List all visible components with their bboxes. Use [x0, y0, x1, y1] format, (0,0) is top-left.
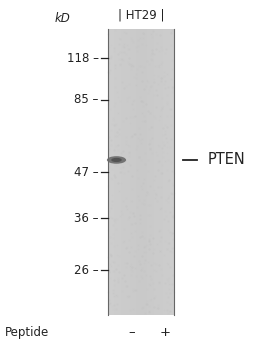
Text: 47 –: 47 – — [74, 165, 99, 179]
Bar — [108, 29, 174, 315]
Bar — [125, 29, 127, 315]
Bar — [163, 29, 165, 315]
Text: 26 –: 26 – — [74, 264, 99, 277]
Ellipse shape — [111, 158, 122, 162]
Bar — [158, 29, 161, 315]
Bar — [132, 29, 134, 315]
Bar — [161, 29, 163, 315]
Bar — [114, 29, 116, 315]
Text: –: – — [129, 326, 135, 340]
Bar — [119, 29, 121, 315]
Ellipse shape — [107, 156, 126, 164]
Bar — [112, 29, 114, 315]
Text: 118 –: 118 – — [67, 52, 99, 65]
Bar — [147, 29, 150, 315]
Bar — [152, 29, 154, 315]
Text: 85 –: 85 – — [74, 93, 99, 106]
Bar — [123, 29, 125, 315]
Bar — [134, 29, 136, 315]
Bar — [156, 29, 158, 315]
Bar — [143, 29, 145, 315]
Bar — [138, 29, 141, 315]
Bar — [121, 29, 123, 315]
Text: PTEN: PTEN — [207, 152, 245, 168]
Text: +: + — [160, 326, 170, 340]
Bar — [127, 29, 130, 315]
Bar — [150, 29, 152, 315]
Text: Peptide: Peptide — [5, 326, 49, 340]
Bar — [167, 29, 170, 315]
Bar — [116, 29, 119, 315]
Bar — [141, 29, 143, 315]
Text: 36 –: 36 – — [74, 212, 99, 225]
Bar — [108, 29, 110, 315]
Bar — [170, 29, 172, 315]
Bar — [165, 29, 167, 315]
Bar — [172, 29, 174, 315]
Bar — [130, 29, 132, 315]
Text: | HT29 |: | HT29 | — [118, 9, 164, 22]
Bar — [110, 29, 112, 315]
Text: kD: kD — [55, 12, 71, 25]
Bar — [136, 29, 138, 315]
Bar — [145, 29, 147, 315]
Bar — [154, 29, 156, 315]
